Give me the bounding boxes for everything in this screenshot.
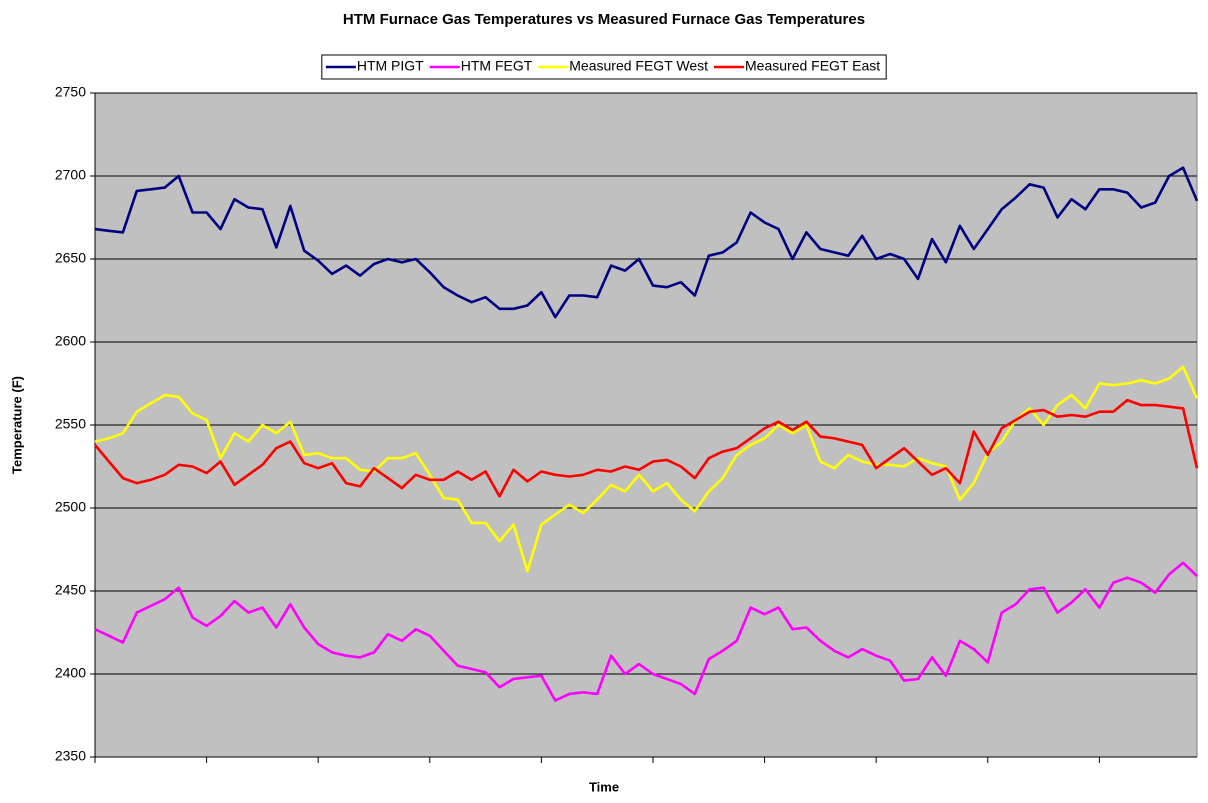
y-tick-label: 2500 <box>55 499 86 515</box>
series-line <box>94 561 1198 702</box>
legend-box <box>321 54 887 80</box>
legend-label: Measured FEGT East <box>745 58 880 74</box>
series-line <box>94 398 1199 498</box>
x-axis-label: Time <box>589 779 619 794</box>
chart-title: HTM Furnace Gas Temperatures vs Measured… <box>343 11 865 28</box>
legend-label: Measured FEGT West <box>569 58 708 74</box>
y-tick-label: 2650 <box>55 250 86 266</box>
series-line <box>94 166 1199 319</box>
y-tick-label: 2550 <box>55 416 86 432</box>
y-axis-label: Temperature (F) <box>9 376 24 474</box>
legend-label: HTM FEGT <box>461 58 533 74</box>
y-tick-label: 2450 <box>55 582 86 598</box>
y-tick-label: 2350 <box>55 748 86 764</box>
legend: HTM PIGT HTM FEGT Measured FEGT West Measur… <box>321 54 887 80</box>
y-tick-label: 2750 <box>55 84 86 100</box>
y-tick-label: 2700 <box>55 167 86 183</box>
y-tick-label: 2400 <box>55 665 86 681</box>
legend-label: HTM PIGT <box>357 58 424 74</box>
y-tick-label: 2600 <box>55 333 86 349</box>
series-line <box>94 365 1199 573</box>
